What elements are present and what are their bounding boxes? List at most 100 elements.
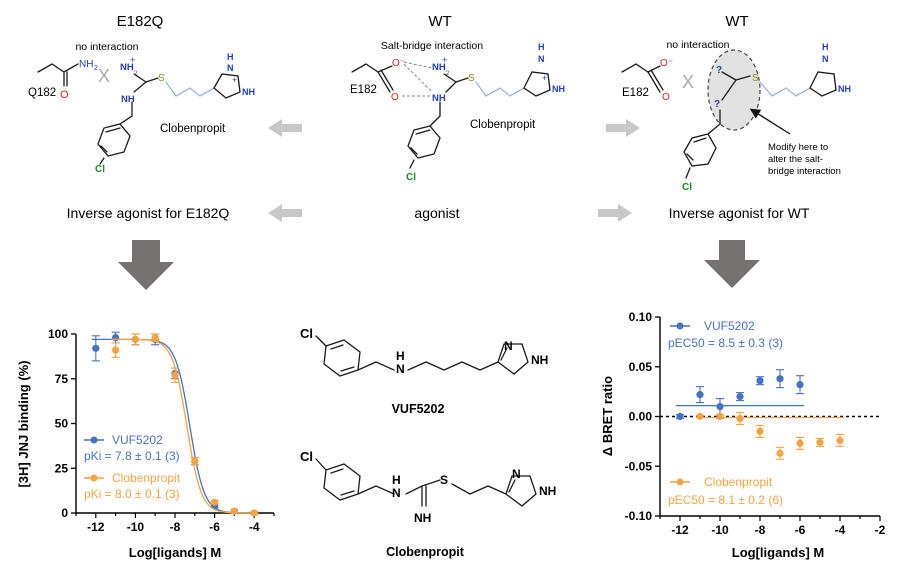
svg-text:NH: NH: [79, 59, 93, 70]
svg-text:N: N: [538, 54, 545, 64]
svg-text:S: S: [158, 73, 165, 84]
right-caption: Inverse agonist for WT: [669, 205, 810, 221]
vuf5202-label: VUF5202: [392, 402, 445, 416]
right-interaction-note: no interaction: [666, 39, 729, 51]
svg-text:+: +: [130, 55, 135, 65]
right-arrow-lower-icon: [598, 204, 632, 222]
svg-text:H: H: [538, 42, 545, 52]
x-tick-label: -4: [835, 523, 846, 537]
y-tick-label: -0.05: [625, 459, 653, 473]
svg-text:?: ?: [714, 99, 720, 110]
y-tick-label: 0: [61, 506, 68, 520]
mid-residue-label: E182: [350, 84, 377, 96]
modify-note-line-3: bridge interaction: [768, 166, 841, 177]
data-point: [756, 377, 764, 385]
svg-text:S: S: [468, 73, 475, 84]
left-interaction-note: no interaction: [75, 41, 138, 53]
svg-text:O: O: [391, 92, 399, 103]
no-interaction-cross-right-icon: X: [682, 72, 694, 92]
svg-text:NH: NH: [552, 84, 565, 94]
x-tick-label: -8: [755, 523, 766, 537]
binding-legend: VUF5202 pKi = 7.8 ± 0.1 (3) Clobenpropit…: [84, 433, 181, 501]
modify-note-line-2: alter the salt-: [768, 154, 823, 165]
clobenpropit-label: Clobenpropit: [386, 545, 465, 559]
right-panel-title: WT: [725, 13, 748, 30]
svg-text:O⁻: O⁻: [392, 58, 405, 69]
y-tick-label: 75: [55, 372, 69, 386]
data-point: [131, 335, 139, 343]
binding-chart: 0 25 50 75 100 -12 -10 -8 -6 -4 [3H] JNJ binding …: [16, 327, 275, 560]
svg-text:+: +: [542, 73, 547, 83]
bret-stat-vuf5202: pEC50 = 8.5 ± 0.3 (3): [668, 336, 783, 350]
data-point: [676, 412, 684, 421]
stat-vuf5202: pKi = 7.8 ± 0.1 (3): [84, 449, 180, 463]
data-point: [716, 402, 724, 411]
stat-clobenpropit: pKi = 8.0 ± 0.1 (3): [84, 487, 180, 501]
svg-text:N: N: [396, 362, 405, 376]
left-arrow-upper-icon: [268, 119, 302, 137]
data-point: [230, 507, 238, 515]
data-point: [92, 344, 100, 352]
svg-text:H: H: [392, 473, 401, 487]
binding-ylabel: [3H] JNJ binding (%): [16, 360, 31, 487]
svg-text:NH: NH: [121, 94, 135, 105]
svg-text:?: ?: [716, 65, 722, 76]
bret-ylabel: Δ BRET ratio: [600, 376, 615, 456]
data-point: [250, 509, 258, 517]
svg-text:S: S: [440, 473, 448, 487]
left-residue-label: Q182: [28, 87, 56, 99]
right-arrow-upper-icon: [606, 119, 640, 137]
data-point: [171, 371, 179, 379]
svg-text:+: +: [442, 55, 447, 65]
svg-text:NH: NH: [242, 87, 255, 97]
left-compound-label: Clobenpropit: [160, 123, 226, 135]
data-point: [756, 427, 764, 436]
x-tick-label: -4: [249, 520, 260, 534]
svg-text:N: N: [512, 467, 521, 481]
bret-legend: VUF5202 pEC50 = 8.5 ± 0.3 (3) Clobenprop…: [668, 319, 783, 507]
data-point: [112, 333, 120, 342]
bret-chart: 0.10 0.05 0.00 -0.05 -0.10 -12 -10 -8 -6 -4 -2 Δ B…: [600, 310, 886, 560]
svg-text:Cl: Cl: [95, 164, 105, 175]
svg-text:2: 2: [446, 71, 450, 77]
y-tick-label: 0.10: [629, 310, 653, 324]
data-point: [736, 414, 744, 423]
x-tick-label: -10: [711, 523, 729, 537]
left-arrow-lower-icon: [268, 204, 302, 222]
svg-text:Cl: Cl: [300, 449, 313, 464]
svg-text:Cl: Cl: [682, 182, 692, 193]
x-tick-label: -12: [671, 523, 689, 537]
svg-text:N: N: [392, 486, 401, 500]
data-point: [736, 393, 744, 401]
right-molecule: O⁻ O E182 X ? ? S H N NH Cl: [621, 42, 851, 193]
modification-site-highlight: [707, 49, 761, 131]
mid-interaction-note: Salt-bridge interaction: [381, 40, 483, 52]
data-point: [716, 412, 724, 421]
x-tick-label: -6: [795, 523, 806, 537]
bret-stat-clobenpropit: pEC50 = 8.1 ± 0.2 (6): [668, 493, 783, 507]
y-tick-label: 100: [48, 327, 68, 341]
svg-text:H: H: [822, 42, 829, 52]
mid-caption: agonist: [414, 205, 459, 221]
svg-text:2: 2: [134, 71, 138, 77]
bret-xlabel: Log[ligands] M: [732, 545, 824, 560]
left-down-arrow-icon: [118, 240, 174, 290]
svg-text:NH: NH: [539, 484, 556, 498]
x-tick-label: -2: [875, 523, 886, 537]
x-tick-label: -8: [170, 520, 181, 534]
data-point: [191, 457, 199, 465]
vuf5202-structure: Cl H N N NH: [300, 326, 548, 377]
svg-text:O: O: [60, 89, 69, 101]
data-point: [696, 412, 704, 421]
data-point: [796, 381, 804, 389]
svg-text:H: H: [396, 349, 405, 363]
data-point: [112, 346, 120, 354]
svg-text:Cl: Cl: [406, 172, 416, 183]
left-caption: Inverse agonist for E182Q: [67, 205, 230, 221]
bret-legend-clobenpropit: Clobenpropit: [704, 475, 773, 489]
mid-molecule: O⁻ O E182 NH 2 + NH S H N + NH Cl: [350, 42, 565, 183]
svg-text:N: N: [822, 54, 829, 64]
x-tick-label: -12: [87, 520, 105, 534]
svg-text:NH: NH: [432, 93, 446, 104]
right-down-arrow-icon: [704, 240, 760, 288]
